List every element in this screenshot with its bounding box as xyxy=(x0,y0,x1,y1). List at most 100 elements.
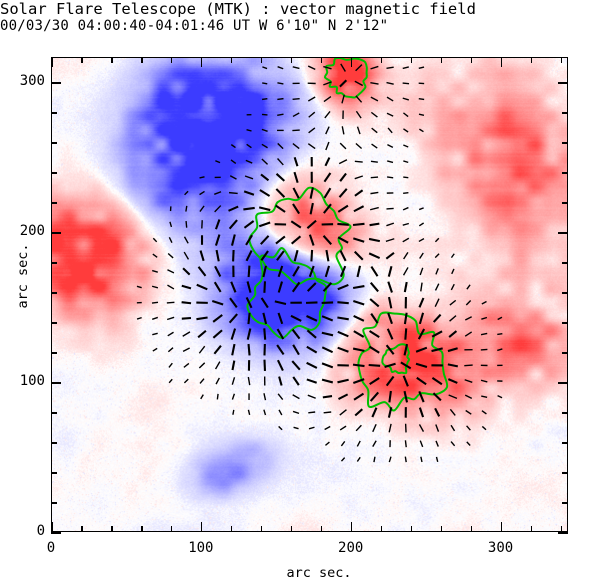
field-vector xyxy=(337,283,349,291)
field-vector xyxy=(276,359,284,372)
plot-area xyxy=(51,57,568,532)
tick-mark xyxy=(80,526,83,532)
field-vector xyxy=(369,298,380,308)
magnetogram-image xyxy=(52,58,567,531)
field-vector xyxy=(464,316,472,321)
field-vector xyxy=(481,316,488,320)
field-vector xyxy=(403,390,409,403)
field-vector xyxy=(354,80,364,87)
tick-mark xyxy=(290,526,293,532)
field-vector xyxy=(464,394,473,399)
field-vector xyxy=(197,266,207,277)
tick-mark xyxy=(51,382,61,384)
field-vector xyxy=(450,253,455,259)
field-vector xyxy=(354,189,364,197)
field-vector xyxy=(261,97,268,101)
tick-mark xyxy=(380,526,383,532)
field-vector xyxy=(432,392,442,402)
field-vector xyxy=(415,362,428,368)
field-vector xyxy=(324,441,330,446)
field-vector xyxy=(353,250,364,261)
field-vector xyxy=(196,283,208,291)
field-vector xyxy=(352,222,365,227)
field-vector xyxy=(263,281,267,293)
field-vector xyxy=(337,378,349,384)
field-vector xyxy=(196,316,208,321)
tick-mark xyxy=(200,522,203,532)
field-vector xyxy=(465,299,472,306)
field-vector xyxy=(292,394,300,400)
field-vector xyxy=(370,82,379,85)
field-vector xyxy=(199,250,205,262)
field-vector xyxy=(306,378,318,384)
field-vector xyxy=(371,127,378,134)
field-vector xyxy=(450,424,456,432)
field-vector xyxy=(321,346,334,354)
tick-mark xyxy=(562,112,568,115)
tick-label: 200 xyxy=(338,540,364,556)
field-vector xyxy=(420,456,423,463)
field-vector xyxy=(183,378,189,384)
field-vector xyxy=(325,126,330,135)
field-vector xyxy=(230,281,237,293)
field-vector xyxy=(339,409,347,416)
field-vector xyxy=(321,362,334,369)
field-vector xyxy=(387,160,394,164)
field-vector xyxy=(212,314,223,323)
field-vector xyxy=(386,176,394,179)
field-vector xyxy=(418,424,425,432)
field-vector xyxy=(447,363,459,368)
tick-mark xyxy=(562,202,568,204)
tick-mark xyxy=(350,522,353,532)
field-vector xyxy=(386,222,395,227)
field-vector xyxy=(293,426,299,430)
tick-label: 300 xyxy=(487,540,514,556)
field-vector xyxy=(199,176,205,179)
field-vector xyxy=(369,222,380,227)
field-vector xyxy=(386,66,394,69)
field-vector xyxy=(275,173,286,182)
field-vector xyxy=(370,265,379,277)
field-vector xyxy=(292,265,300,277)
field-vector xyxy=(481,300,487,305)
tick-mark xyxy=(380,57,383,63)
field-vector xyxy=(152,237,158,243)
field-vector xyxy=(371,407,378,418)
field-vector xyxy=(369,345,380,354)
tick-mark xyxy=(51,292,57,294)
field-vector xyxy=(339,265,347,278)
field-vector xyxy=(434,283,440,291)
field-vector xyxy=(402,206,409,211)
field-vector xyxy=(387,265,393,277)
field-vector xyxy=(435,268,439,275)
field-vector xyxy=(278,409,283,416)
tick-mark xyxy=(320,526,323,532)
field-vector xyxy=(167,269,175,274)
field-vector xyxy=(258,221,271,228)
field-vector xyxy=(181,284,192,290)
field-vector xyxy=(435,456,439,463)
field-vector xyxy=(337,301,349,305)
field-vector xyxy=(386,112,394,117)
tick-mark xyxy=(51,82,61,85)
tick-mark xyxy=(410,57,413,63)
field-vector xyxy=(403,312,408,325)
field-vector xyxy=(403,128,409,133)
field-vector xyxy=(370,313,379,324)
field-vector xyxy=(291,328,301,340)
field-vector xyxy=(370,96,379,102)
field-vector xyxy=(260,297,269,309)
tick-mark xyxy=(470,526,473,532)
field-vector xyxy=(353,330,365,338)
field-vector xyxy=(228,191,238,195)
field-vector xyxy=(432,313,442,323)
field-vector xyxy=(214,191,222,195)
x-axis-label: arc sec. xyxy=(286,565,352,581)
field-vector xyxy=(434,253,440,259)
field-vector xyxy=(368,363,381,367)
tick-mark xyxy=(290,57,293,63)
contour-contour-central-negative xyxy=(246,247,328,340)
field-vector xyxy=(321,378,334,384)
field-vector xyxy=(246,328,252,340)
field-vector xyxy=(324,425,331,431)
